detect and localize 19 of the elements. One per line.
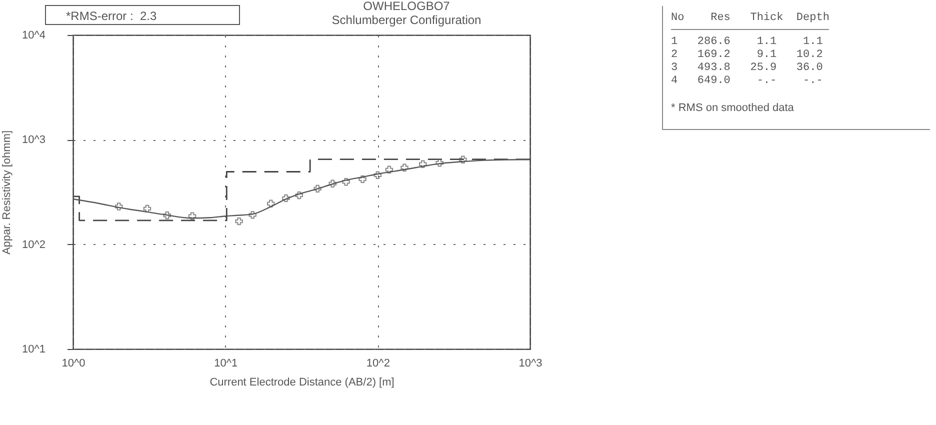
x-tick-label: 10^0 bbox=[62, 358, 86, 370]
y-tick-label: 10^3 bbox=[22, 134, 46, 146]
x-axis-title: Current Electrode Distance (AB/2) [m] bbox=[210, 376, 394, 388]
x-tick-label: 10^2 bbox=[366, 358, 390, 370]
chart-subtitle: Schlumberger Configuration bbox=[332, 13, 482, 27]
y-axis-title: Appar. Resistivity [ohmm] bbox=[0, 130, 13, 255]
text: 3 493.8 25.9 36.0 bbox=[671, 62, 824, 75]
text: 4 649.0 -.- -.- bbox=[671, 75, 824, 88]
y-tick-label: 10^4 bbox=[22, 30, 46, 42]
x-tick-label: 10^3 bbox=[518, 358, 542, 370]
text: No Res Thick Depth bbox=[671, 12, 830, 30]
y-tick-label: 10^2 bbox=[22, 238, 46, 251]
x-tick-label: 10^1 bbox=[214, 358, 238, 370]
text: *RMS-error : 2.3 bbox=[45, 5, 240, 25]
text: 1 286.6 1.1 1.1 bbox=[671, 36, 824, 49]
chart-title: OWHELOGBO7 bbox=[363, 0, 450, 13]
text: 2 169.2 9.1 10.2 bbox=[671, 49, 824, 62]
text: * RMS on smoothed data bbox=[671, 102, 795, 115]
y-tick-label: 10^1 bbox=[22, 344, 46, 356]
